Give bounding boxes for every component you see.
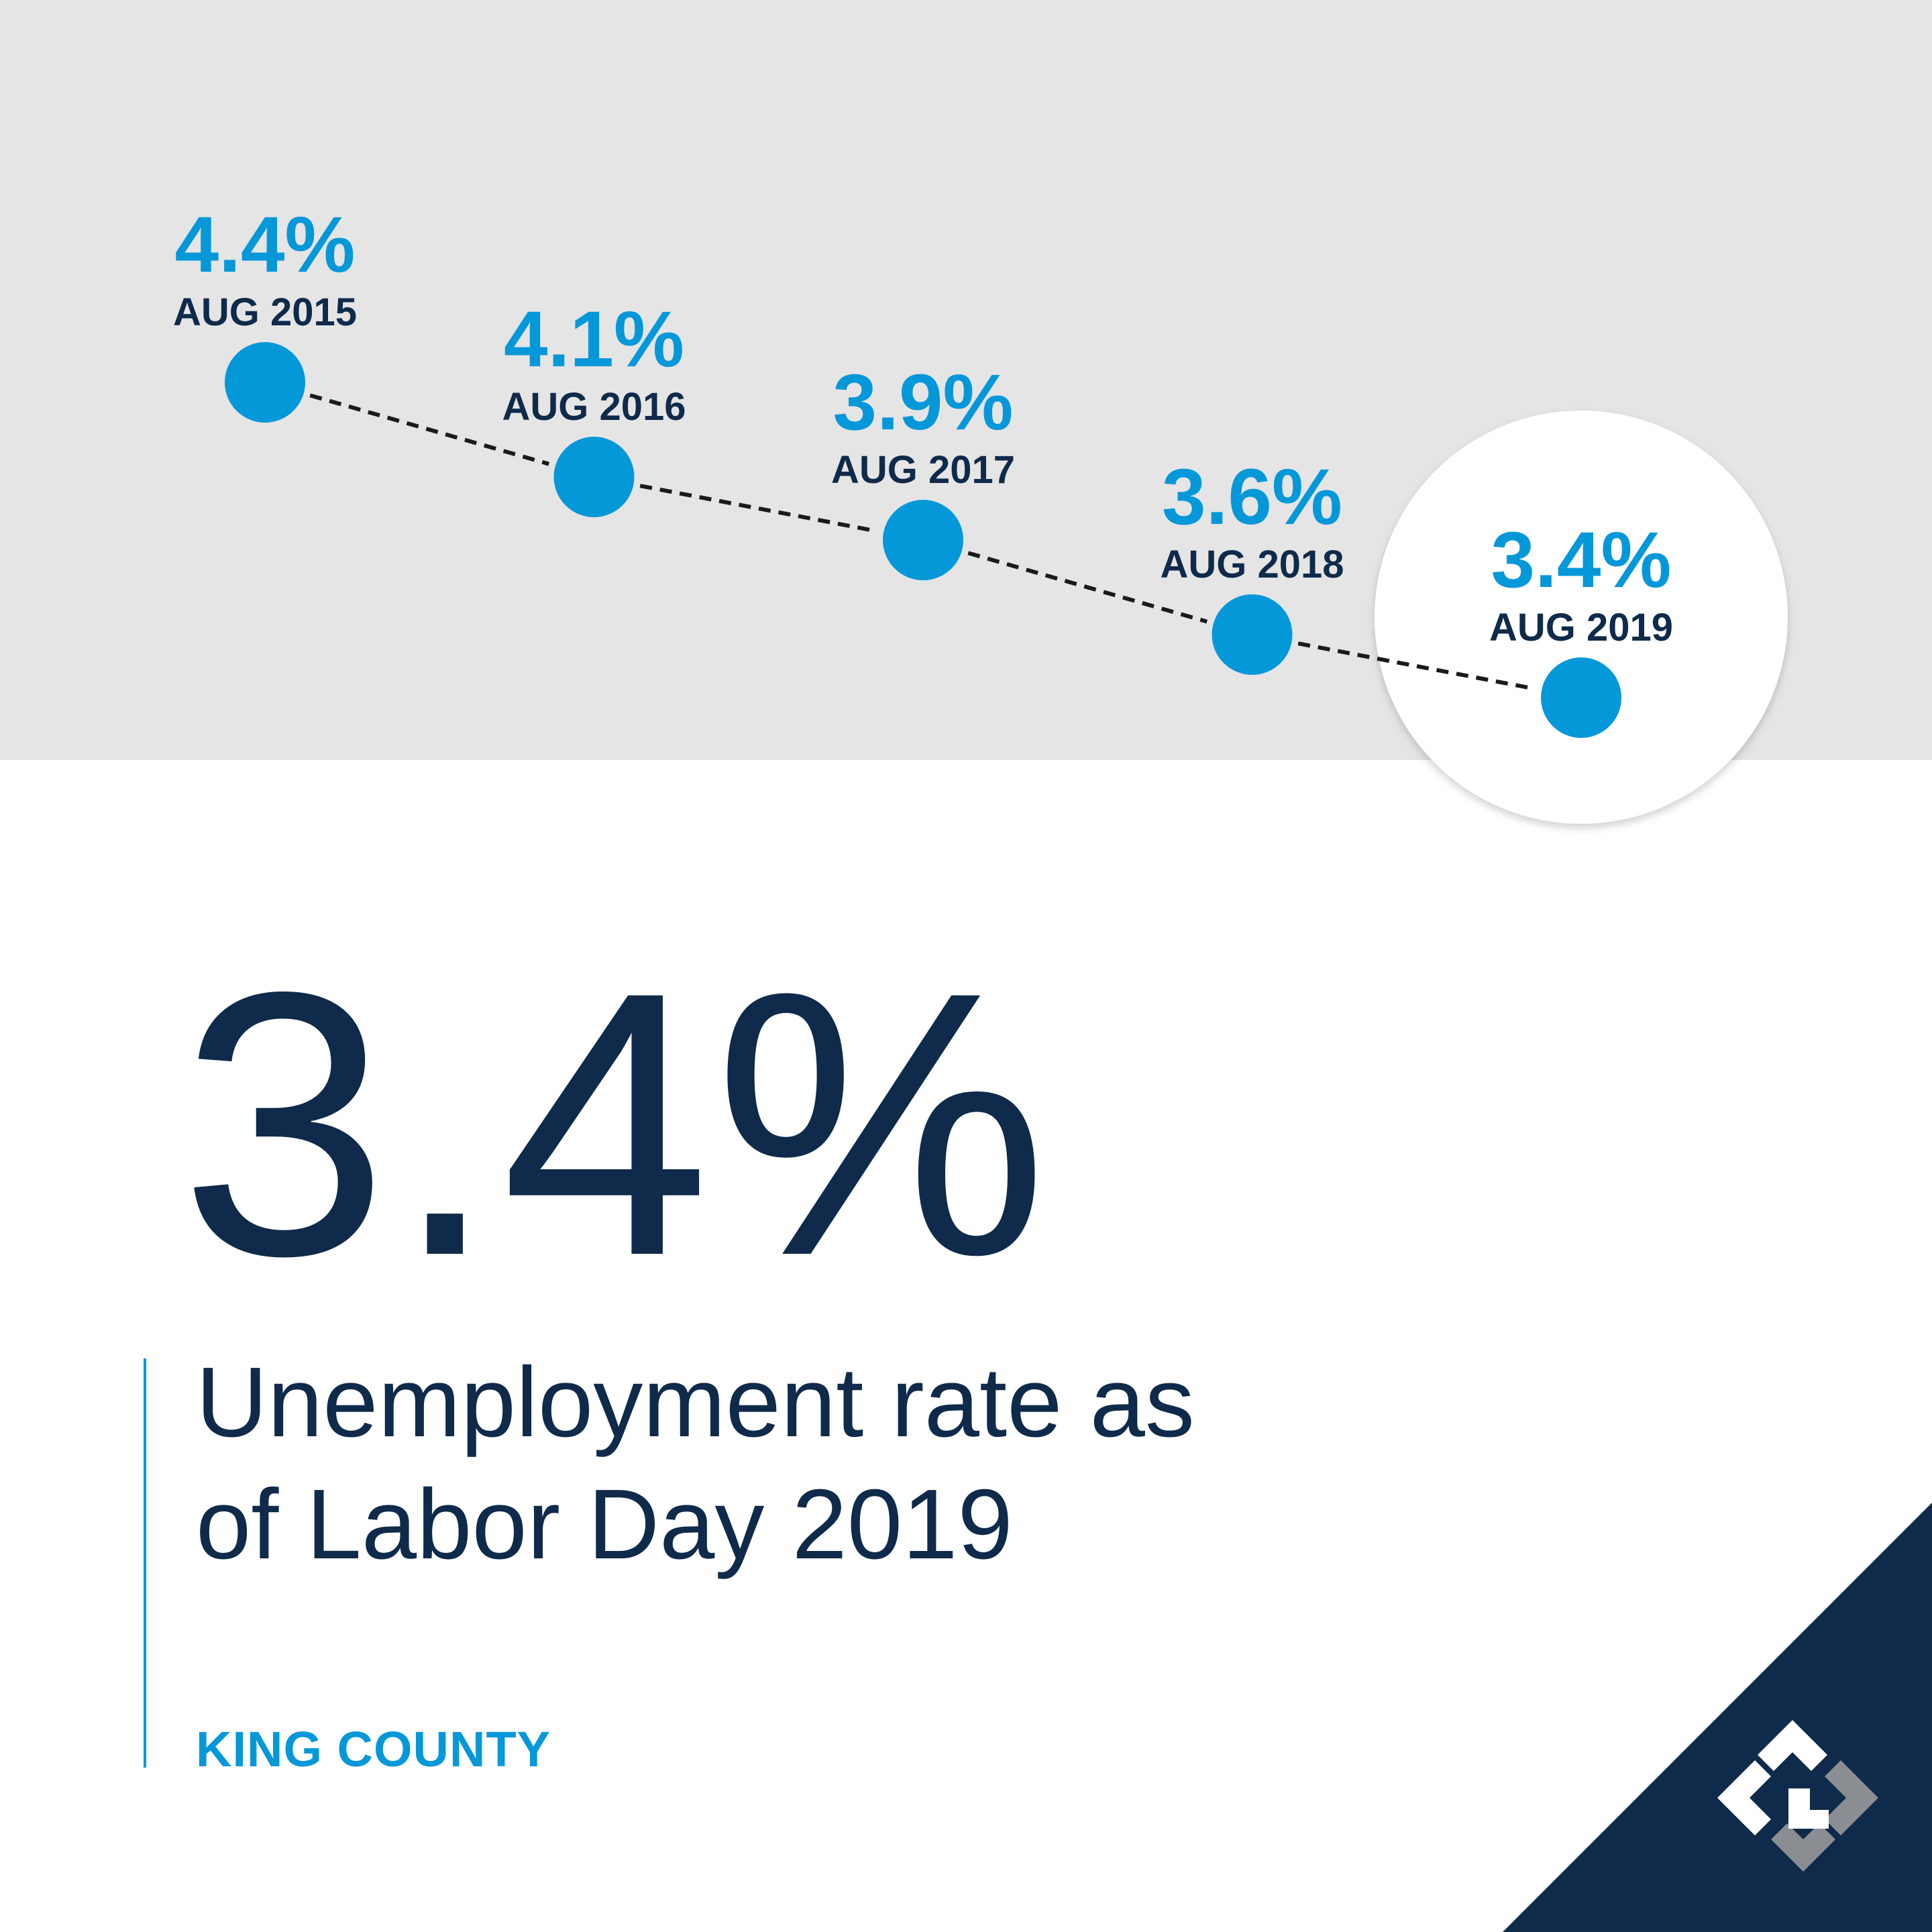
accent-divider — [144, 1358, 146, 1768]
unemployment-line-chart: 4.4%AUG 2015 4.1%AUG 2016 3.9%AUG 2017 3.6%… — [173, 201, 1788, 824]
data-point-marker — [883, 500, 963, 580]
caption-line-2: of Labor Day 2019 — [196, 1469, 1013, 1580]
headline-value: 3.4% — [180, 914, 1053, 1334]
data-value-label: 3.9% — [833, 358, 1014, 447]
data-value-label: 3.6% — [1162, 453, 1342, 541]
data-value-label: 4.1% — [504, 295, 684, 384]
windermere-logo-icon — [1717, 1720, 1878, 1872]
data-value-label: 4.4% — [175, 201, 356, 289]
caption-line-1: Unemployment rate as — [196, 1347, 1195, 1458]
region-label: KING COUNTY — [196, 1721, 551, 1777]
data-point-marker — [553, 437, 635, 517]
data-date-label: AUG 2019 — [1489, 606, 1673, 649]
data-point-marker — [1212, 594, 1293, 675]
data-date-label: AUG 2016 — [502, 385, 686, 429]
data-point-marker — [1541, 657, 1621, 738]
connector-line-segment — [309, 393, 550, 466]
corner-triangle — [1503, 1503, 1932, 1932]
data-labels: 4.4%AUG 2015 4.1%AUG 2016 3.9%AUG 2017 3.6%… — [173, 201, 1673, 649]
data-date-label: AUG 2015 — [173, 290, 357, 334]
data-date-label: AUG 2018 — [1160, 543, 1344, 586]
data-value-label: 3.4% — [1491, 516, 1672, 604]
data-date-label: AUG 2017 — [831, 448, 1015, 492]
connector-lines — [309, 393, 1536, 691]
connector-line-segment — [639, 484, 877, 533]
data-point-marker — [225, 342, 305, 423]
highlight-circle — [1375, 411, 1788, 824]
connector-line-segment — [967, 551, 1208, 624]
data-markers — [225, 342, 1621, 738]
headline-caption: Unemployment rate as of Labor Day 2019 — [196, 1342, 1336, 1586]
